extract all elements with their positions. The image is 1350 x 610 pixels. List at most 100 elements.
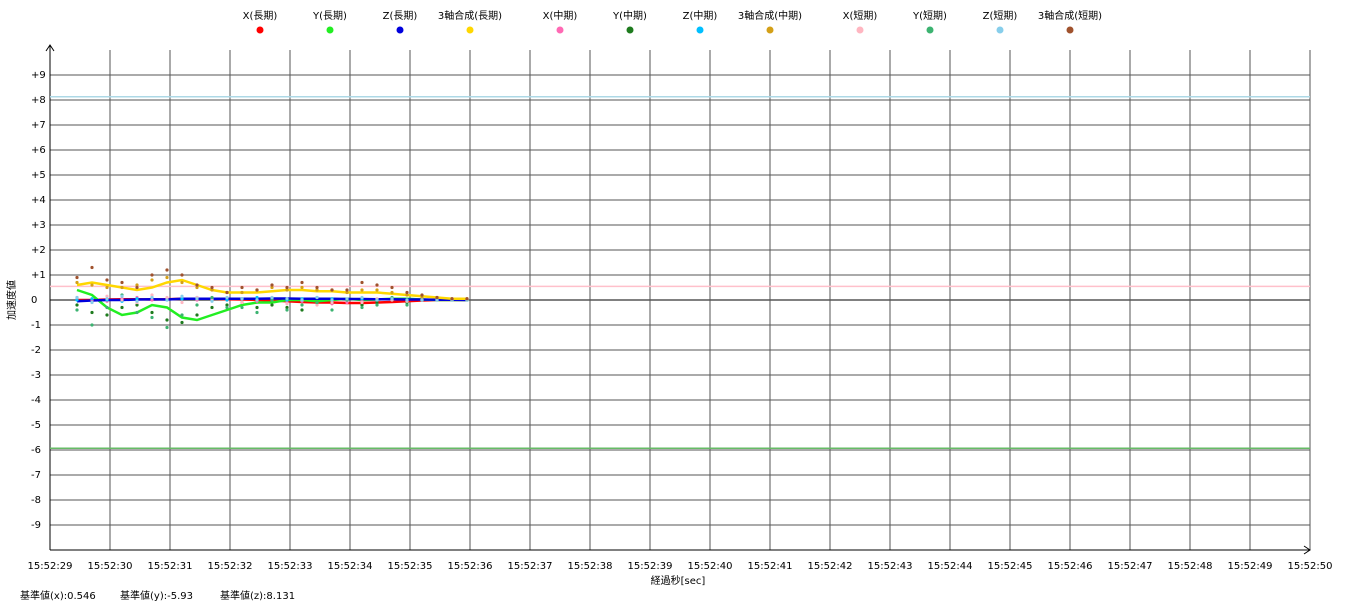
series-point [75,308,79,312]
series-point [180,313,184,317]
series-point [360,305,364,310]
legend-marker [766,26,774,34]
legend-label: 3軸合成(長期) [438,9,502,22]
series-point [195,283,199,287]
series-point [75,298,79,302]
series-point [210,285,214,290]
series-point [375,288,379,292]
x-tick-label: 15:52:44 [928,561,973,572]
series-point [195,313,199,317]
x-tick-label: 15:52:35 [388,561,433,572]
y-tick-label: -2 [31,345,41,356]
series-point [270,285,274,290]
series-point [195,303,199,307]
series-point [150,293,154,297]
series-point [300,303,304,307]
legend-label: Z(長期) [383,10,418,22]
series-point [150,315,154,320]
series-point [240,297,244,301]
series-point [75,275,79,280]
y-tick-label: -8 [31,495,41,506]
x-tick-label: 15:52:34 [328,561,373,572]
legend-marker [256,26,264,34]
y-tick-label: +9 [31,70,46,81]
legend-label: X(長期) [243,10,278,22]
legend-label: Z(短期) [983,9,1018,22]
series-point [315,303,319,307]
series-point [180,280,184,285]
series-point [105,313,109,317]
series-point [195,297,199,301]
base-value: -5.93 [167,591,193,602]
series-point [345,288,349,292]
legend-label: X(中期) [543,9,578,22]
y-axis-arrow [45,44,55,52]
series-point [315,295,319,300]
series-point [90,265,94,270]
series-point [345,290,349,295]
legend-marker [926,26,934,34]
x-tick-label: 15:52:38 [568,561,613,572]
legend-label: Y(中期) [612,9,647,22]
series-point [225,298,229,302]
series-point [285,297,289,301]
series-point [120,298,124,302]
series-point [360,300,364,305]
series-point [255,295,259,300]
series-point [150,310,154,315]
series-point [420,298,424,302]
series-point [375,298,379,302]
base-label: 基準値(y): [120,589,167,602]
series-point [375,300,379,305]
series-point [255,305,259,310]
series-point [255,288,259,292]
x-tick-label: 15:52:41 [748,561,793,572]
series-point [405,303,409,307]
series-point [360,303,364,307]
series-point [120,294,124,298]
y-tick-label: -4 [31,395,41,406]
series-point [285,288,289,292]
series-point [105,285,109,290]
y-tick-label: +7 [31,120,46,131]
series-point [150,278,154,282]
series-point [345,297,349,301]
series-point [255,298,259,302]
series-point [315,300,319,305]
series-point [165,298,169,302]
series-point [210,288,214,292]
x-tick-label: 15:52:48 [1168,561,1213,572]
y-tick-label: -6 [31,445,41,456]
series-point [105,305,109,310]
series-point [180,294,184,298]
series-point [300,280,304,285]
series-point [450,297,454,301]
series-point [285,305,289,310]
x-tick-label: 15:52:47 [1108,561,1153,572]
x-tick-label: 15:52:46 [1048,561,1093,572]
y-tick-label: -7 [31,470,41,481]
y-tick-label: -5 [31,420,41,431]
series-point [285,285,289,290]
series-point [120,305,124,310]
series-point [105,278,109,282]
y-tick-label: +4 [31,195,46,206]
x-tick-label: 15:52:32 [208,561,253,572]
series-point [225,295,229,300]
series-point [300,285,304,290]
series-point [225,303,229,307]
series-point [330,308,334,312]
series-point [315,288,319,292]
base-value: 0.546 [67,591,96,602]
series-point [330,300,334,305]
series-point [375,303,379,307]
series-point [165,318,169,322]
series-point [270,283,274,287]
legend-marker [696,26,704,34]
series-point [165,295,169,300]
series-point [240,285,244,290]
series-point [285,308,289,312]
series-point [180,320,184,325]
series-point [285,302,289,306]
x-tick-label: 15:52:49 [1228,561,1273,572]
